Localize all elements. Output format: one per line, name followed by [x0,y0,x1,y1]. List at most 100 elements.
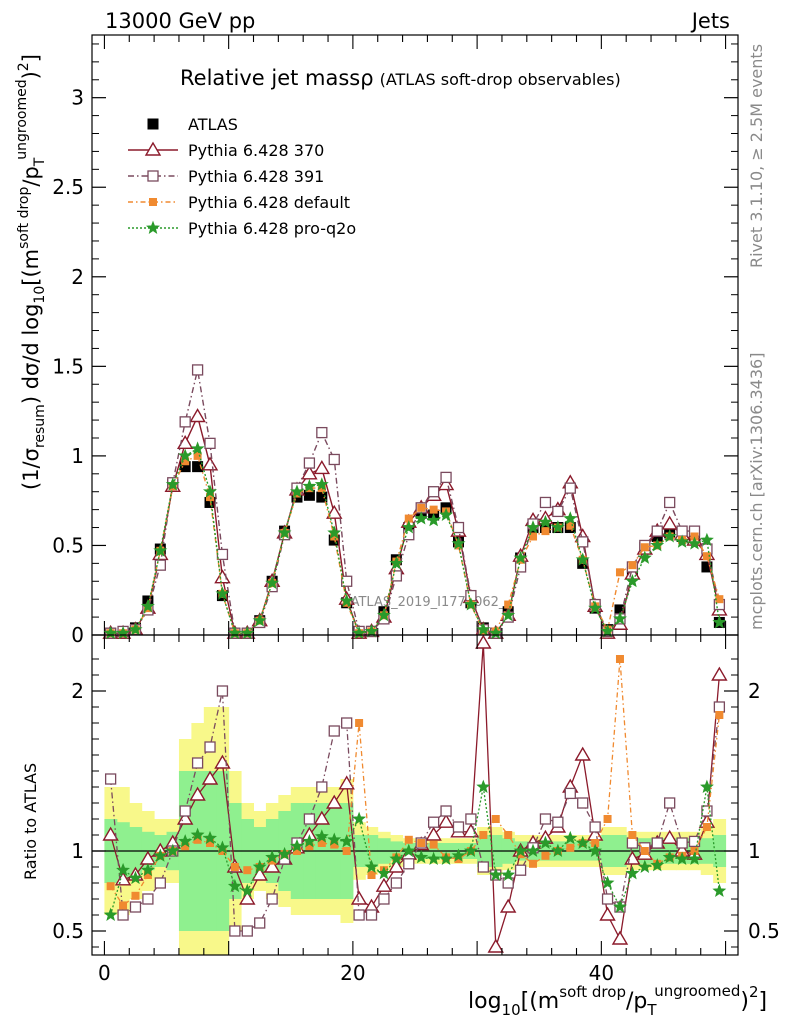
ratio-point [378,893,390,905]
series-point [154,559,166,571]
ratio-point [574,746,591,761]
ratio-point [116,862,130,877]
ratio-panel: 0.5 0.5 1 1 2 2 0 20 40 Ratio to ATLAS log10[(m… [21,634,780,1019]
ratio-point [577,797,589,809]
ratio-point [479,831,488,839]
main-y-tick-label: 0.5 [52,533,84,557]
ratio-point [429,840,438,849]
series-point [128,622,143,636]
series-point [330,532,339,541]
series-point [140,598,155,613]
ratio-point [427,816,440,828]
series-point [204,437,216,450]
ratio-series-pythia_default [106,655,724,910]
ratio-y-ticks: 0.5 0.5 1 1 2 2 [52,658,780,948]
series-point [429,505,438,514]
series-point [215,586,230,600]
ratio-point [314,829,329,843]
legend-label: Pythia 6.428 pro-q2o [188,219,356,238]
ratio-point [640,847,649,855]
ratio-y-tick-label-right: 0.5 [748,919,780,943]
ratio-point [189,786,206,801]
legend-label: ATLAS [188,115,238,134]
ratio-point [550,843,565,857]
ratio-series-group [102,634,728,953]
series-point [326,504,343,519]
legend-marker [147,118,159,130]
ratio-point [176,810,194,825]
ratio-point [499,898,517,913]
ratio-y-tick-label-left: 1 [71,839,84,863]
series-point [404,514,413,523]
series-point [476,622,491,636]
series-point [414,511,429,525]
ylabel-sup: soft drop [16,187,32,249]
ratio-point [342,847,351,855]
ratio-frame [91,634,739,956]
ratio-y-tick-label-left: 0.5 [52,919,84,943]
ylabel-part: ) [19,71,43,79]
series-point [566,521,575,530]
ratio-point [204,741,216,753]
ratio-point [327,832,342,846]
ratio-point [526,843,540,857]
chart-subtitle: (ATLAS soft-drop observables) [380,70,621,89]
ratio-point [625,866,640,880]
ratio-point [128,870,143,885]
legend-entry-data: ATLAS [147,115,238,134]
series-point [577,536,589,548]
ratio-point [302,834,317,848]
ratio-point [143,871,152,879]
ratio-point [488,867,503,881]
ratio-point [206,839,215,847]
ratio-point [564,787,576,800]
series-point [206,493,215,502]
data-point [701,561,713,573]
main-series-group [102,364,728,640]
ratio-point [165,843,180,857]
ratio-point [377,866,391,880]
ratio-point [191,757,204,769]
series-point [550,520,565,534]
series-point [165,477,180,491]
ylabel-part: ) dσ/d log [19,304,43,405]
series-point [265,575,280,589]
ratio-point [599,906,616,921]
ratio-point [201,770,219,785]
xlabel-sup: ungroomed [654,982,740,1000]
ratio-point [215,840,230,854]
ratio-point [601,893,614,905]
ratio-point [254,917,266,929]
series-point [712,615,727,629]
ratio-point [713,701,726,713]
series-point [588,600,603,615]
ratio-point [103,907,118,921]
ratio-point [338,775,355,790]
ylabel-sub: 10 [32,286,48,304]
series-point [301,465,318,480]
series-point [181,457,190,466]
legend-label: Pythia 6.428 default [188,193,350,212]
series-point [637,550,652,564]
ylabel-part: (1/σ [19,448,43,490]
ratio-point [229,925,241,937]
ratio-point [690,847,699,855]
series-point [193,451,202,460]
ratio-point [330,840,339,849]
series-point [452,521,465,534]
ratio-point [252,859,267,873]
ratio-point [711,666,728,681]
ratio-point [326,794,343,809]
ylabel-sup: 2 [16,62,32,71]
series-point [153,543,168,557]
series-point [525,520,540,534]
ratio-point [401,843,416,857]
xlabel-sup: 2 [749,983,759,1001]
x-tick-label: 0 [98,961,111,985]
series-point [715,595,724,604]
ratio-y-axis-label: Ratio to ATLAS [21,763,40,880]
ratio-point [102,826,119,841]
ratio-series-pythia_proq2o [103,779,727,921]
ratio-point [439,851,453,865]
